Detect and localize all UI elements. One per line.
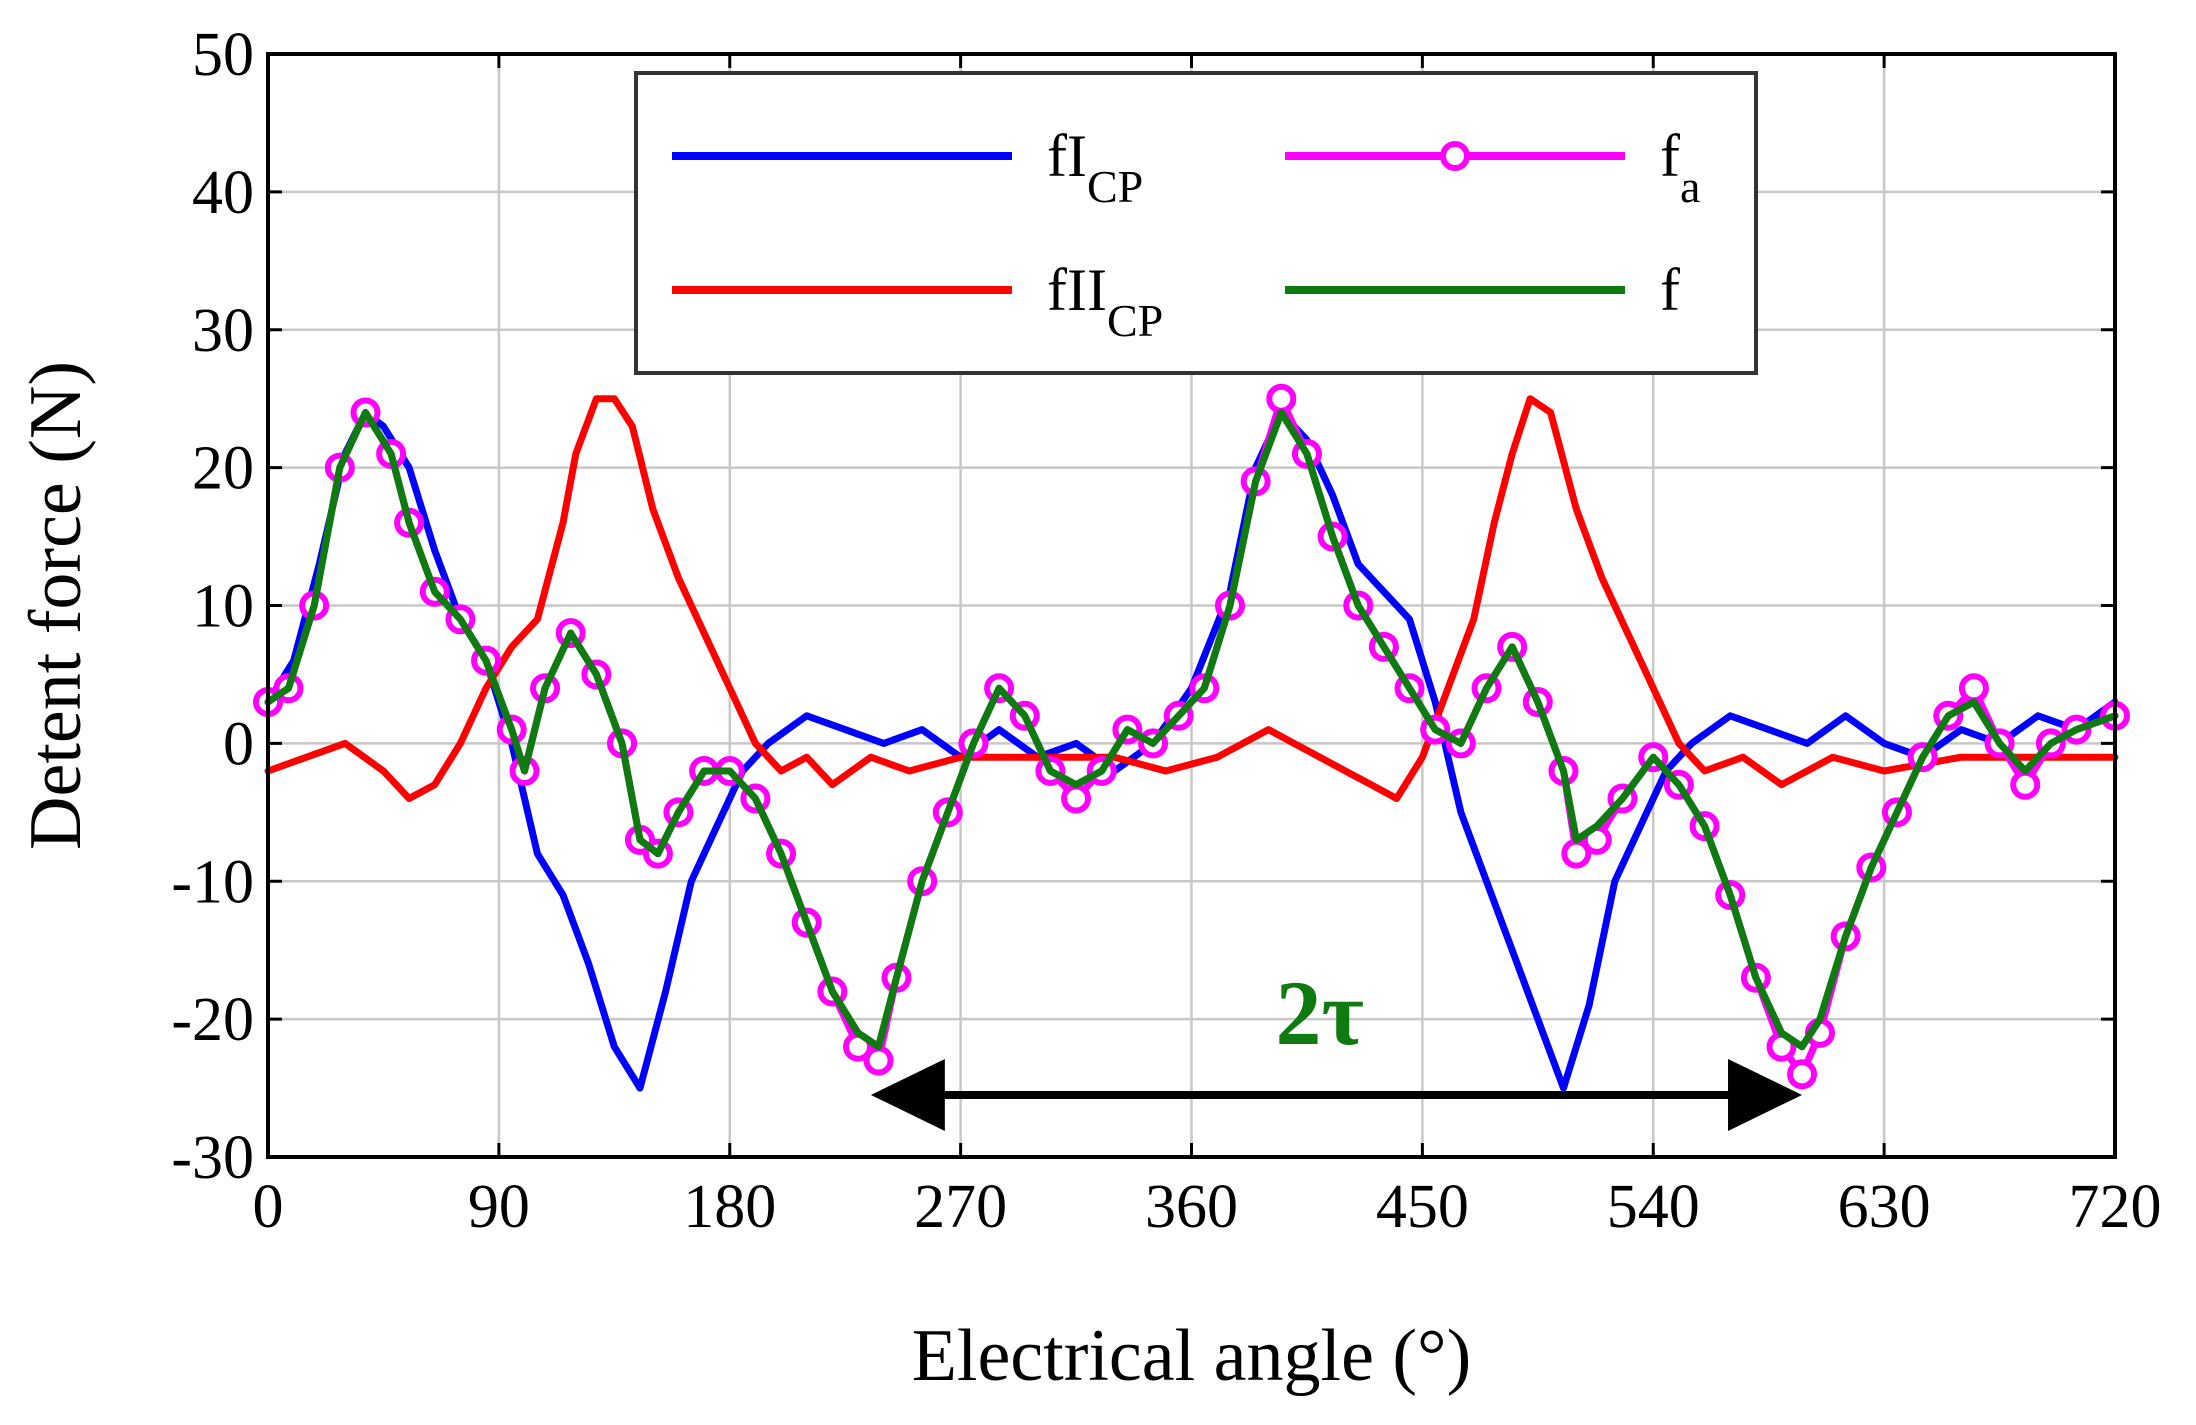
legend-label-f: f	[1660, 257, 1680, 323]
series-point-fa	[2010, 769, 2041, 800]
y-tick-label--10: -10	[171, 848, 254, 916]
y-tick-label-30: 30	[192, 297, 254, 365]
y-tick-label-50: 50	[192, 21, 254, 89]
axis-ticks: 0 90 180 270 360 450 540 630 720 -30 -20 -10 0 10 20 30…	[171, 21, 2161, 1241]
legend-marker-fa	[1440, 141, 1470, 171]
y-tick-label--30: -30	[171, 1124, 254, 1192]
y-tick-label-0: 0	[223, 710, 254, 778]
span-arrow-head-right	[1728, 1058, 1803, 1131]
legend-box	[634, 71, 1758, 375]
series-point-fa	[1787, 1059, 1818, 1090]
x-tick-label-0: 0	[253, 1173, 284, 1241]
series-point-fa	[1266, 383, 1297, 414]
x-tick-label-270: 270	[914, 1173, 1007, 1241]
series-point-fa	[863, 1045, 894, 1076]
x-tick-label-450: 450	[1376, 1173, 1469, 1241]
y-tick-label-10: 10	[192, 573, 254, 641]
legend-entry-f: f	[1285, 257, 1680, 323]
x-tick-label-720: 720	[2069, 1173, 2162, 1241]
legend-subscript-ficp: CP	[1087, 161, 1143, 212]
series-layer	[253, 383, 2130, 1092]
x-tick-label-540: 540	[1607, 1173, 1700, 1241]
span-arrow-head-left	[870, 1058, 945, 1131]
series-line-f-top	[264, 409, 2119, 1051]
y-axis-title: Detent force (N)	[15, 361, 97, 850]
x-axis-title: Electrical angle (°)	[912, 1315, 1472, 1397]
legend-subscript-fiicp: CP	[1107, 295, 1163, 346]
annotation-2tau: 2τ	[1276, 962, 1364, 1064]
legend-subscript-fa: a	[1680, 161, 1700, 212]
series-point-fa	[1061, 783, 1092, 814]
y-tick-label-20: 20	[192, 435, 254, 503]
y-tick-label--20: -20	[171, 986, 254, 1054]
x-tick-label-180: 180	[683, 1173, 776, 1241]
x-tick-label-630: 630	[1838, 1173, 1931, 1241]
series-fiicp-group	[264, 395, 2119, 802]
x-tick-label-90: 90	[468, 1173, 530, 1241]
annotation-layer: 2τ	[870, 962, 1803, 1131]
series-point-fa	[1958, 673, 1989, 704]
y-tick-label-40: 40	[192, 159, 254, 227]
x-tick-label-360: 360	[1145, 1173, 1238, 1241]
series-line-fiicp	[264, 395, 2119, 802]
